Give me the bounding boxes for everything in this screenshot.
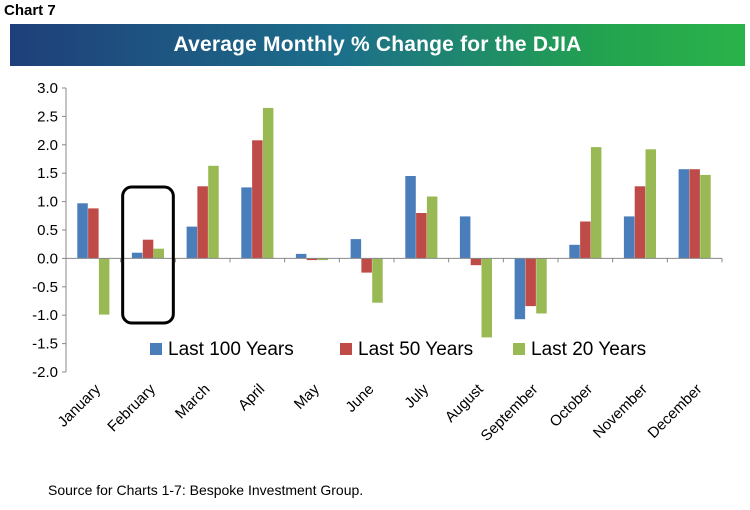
- bar-december-3: [700, 174, 711, 259]
- bar-september-1: [514, 258, 526, 320]
- bar-january-2: [88, 208, 99, 259]
- bar-october-3: [590, 147, 602, 259]
- bar-march-3: [208, 165, 219, 259]
- x-tick-label-may: May: [291, 380, 323, 412]
- x-tick-label-october: October: [546, 381, 596, 431]
- bar-may-3: [317, 258, 328, 261]
- y-tick-label: 0.0: [37, 250, 58, 267]
- legend-label-2: Last 50 Years: [358, 339, 473, 360]
- bar-november-2: [634, 186, 646, 259]
- bar-may-1: [295, 253, 307, 259]
- bar-july-2: [416, 213, 427, 259]
- x-tick-label-july: July: [401, 380, 432, 411]
- bar-january-3: [98, 258, 110, 315]
- bar-february-3: [153, 248, 164, 259]
- y-tick-label: -1.5: [32, 336, 58, 353]
- legend-label-1: Last 100 Years: [168, 339, 294, 360]
- chart-label: Chart 7: [4, 2, 56, 19]
- y-tick-label: 0.5: [37, 222, 58, 239]
- bar-june-3: [372, 258, 383, 303]
- bar-february-1: [131, 252, 143, 259]
- bar-october-2: [580, 221, 591, 259]
- x-tick-label-september: September: [478, 381, 542, 445]
- bar-november-3: [645, 149, 656, 259]
- x-tick-label-june: June: [342, 381, 377, 416]
- y-tick-label: 2.0: [37, 137, 58, 154]
- bar-september-3: [536, 258, 547, 314]
- bar-june-2: [361, 258, 372, 273]
- bar-april-2: [252, 140, 263, 259]
- bar-august-1: [459, 216, 471, 259]
- legend-swatch-1: [150, 343, 162, 355]
- y-tick-label: 3.0: [37, 80, 58, 97]
- bar-july-3: [426, 196, 438, 259]
- bar-february-2: [142, 239, 154, 259]
- bar-march-2: [197, 186, 208, 259]
- y-tick-label: -2.0: [32, 364, 58, 381]
- y-tick-label: -0.5: [32, 279, 58, 296]
- bar-august-2: [470, 258, 482, 266]
- x-tick-label-january: January: [54, 380, 104, 430]
- bar-december-2: [689, 169, 700, 259]
- legend-label-3: Last 20 Years: [531, 339, 646, 360]
- bar-december-1: [678, 169, 690, 259]
- bar-chart: 3.0 2.5 2.0 1.5 1.0 0.5 0.0 -0.5 -1.0 -1.5 -2.0Jan…: [32, 80, 723, 445]
- x-tick-label-august: August: [442, 380, 488, 426]
- y-tick-label: 2.5: [37, 108, 58, 125]
- x-tick-label-february: February: [104, 380, 159, 435]
- bar-may-2: [306, 258, 318, 261]
- chart-title: Average Monthly % Change for the DJIA: [173, 33, 582, 56]
- y-tick-label: 1.0: [37, 194, 58, 211]
- bar-march-1: [186, 226, 198, 259]
- y-tick-label: 1.5: [37, 165, 58, 182]
- bar-april-1: [241, 187, 252, 259]
- legend-swatch-2: [340, 343, 352, 355]
- x-tick-label-december: December: [645, 381, 706, 442]
- bar-september-2: [525, 258, 536, 307]
- bar-june-1: [350, 239, 362, 259]
- title-banner: Average Monthly % Change for the DJIA: [10, 24, 745, 66]
- bar-august-3: [481, 258, 492, 338]
- x-tick-label-april: April: [235, 381, 268, 414]
- bar-april-3: [262, 107, 274, 259]
- x-tick-label-november: November: [590, 381, 651, 442]
- highlight-box-february: [121, 185, 175, 325]
- bar-november-1: [623, 216, 635, 259]
- source-note: Source for Charts 1-7: Bespoke Investmen…: [48, 482, 364, 498]
- bar-october-1: [569, 244, 580, 259]
- legend-swatch-3: [513, 343, 525, 355]
- bar-july-1: [405, 176, 416, 259]
- y-tick-label: -1.0: [32, 307, 58, 324]
- x-tick-label-march: March: [172, 381, 213, 422]
- bar-january-1: [77, 203, 88, 259]
